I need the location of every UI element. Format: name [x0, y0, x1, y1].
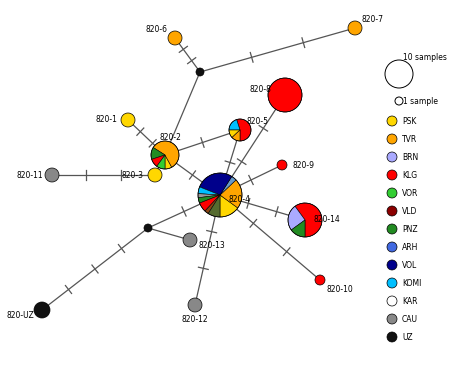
Circle shape	[34, 302, 50, 318]
Circle shape	[387, 296, 397, 306]
Wedge shape	[229, 130, 240, 138]
Wedge shape	[157, 155, 165, 169]
Wedge shape	[268, 78, 302, 112]
Text: VOL: VOL	[402, 261, 417, 269]
Text: 820-12: 820-12	[182, 315, 208, 323]
Wedge shape	[151, 148, 165, 159]
Text: 10 samples: 10 samples	[403, 53, 447, 61]
Text: UZ: UZ	[402, 333, 413, 342]
Circle shape	[387, 242, 397, 252]
Wedge shape	[220, 180, 242, 208]
Wedge shape	[220, 195, 238, 217]
Text: TVR: TVR	[402, 134, 417, 144]
Circle shape	[45, 168, 59, 182]
Circle shape	[387, 116, 397, 126]
Wedge shape	[200, 173, 232, 195]
Text: 820-7: 820-7	[362, 15, 384, 25]
Wedge shape	[205, 195, 220, 213]
Wedge shape	[295, 203, 322, 237]
Circle shape	[315, 275, 325, 285]
Wedge shape	[220, 176, 236, 195]
Circle shape	[168, 31, 182, 45]
Text: KOMI: KOMI	[402, 279, 421, 287]
Circle shape	[277, 160, 287, 170]
Text: 820-4: 820-4	[229, 195, 251, 205]
Text: 820-2: 820-2	[159, 132, 181, 142]
Wedge shape	[198, 195, 220, 203]
Text: PNZ: PNZ	[402, 224, 418, 234]
Text: CAU: CAU	[402, 315, 418, 323]
Circle shape	[387, 170, 397, 180]
Text: VOR: VOR	[402, 188, 419, 198]
Text: PSK: PSK	[402, 117, 416, 125]
Wedge shape	[288, 206, 305, 230]
Circle shape	[387, 314, 397, 324]
Wedge shape	[200, 195, 220, 211]
Wedge shape	[198, 187, 220, 195]
Circle shape	[148, 168, 162, 182]
Wedge shape	[237, 119, 251, 141]
Circle shape	[387, 134, 397, 144]
Circle shape	[348, 21, 362, 35]
Circle shape	[387, 188, 397, 198]
Text: ARH: ARH	[402, 243, 419, 251]
Circle shape	[387, 260, 397, 270]
Text: 820-UZ: 820-UZ	[6, 311, 34, 319]
Wedge shape	[198, 194, 220, 198]
Text: BRN: BRN	[402, 152, 418, 162]
Wedge shape	[208, 195, 220, 217]
Text: 820-13: 820-13	[199, 241, 225, 250]
Circle shape	[188, 298, 202, 312]
Text: KLG: KLG	[402, 170, 417, 180]
Circle shape	[387, 152, 397, 162]
Wedge shape	[152, 155, 165, 166]
Circle shape	[387, 224, 397, 234]
Circle shape	[196, 68, 204, 76]
Text: 820-3: 820-3	[122, 170, 144, 180]
Circle shape	[183, 233, 197, 247]
Text: 820-11: 820-11	[17, 170, 43, 180]
Circle shape	[121, 113, 135, 127]
Text: KAR: KAR	[402, 297, 418, 305]
Circle shape	[387, 206, 397, 216]
Text: 820-5: 820-5	[247, 117, 269, 127]
Wedge shape	[291, 220, 305, 237]
Text: 820-10: 820-10	[327, 286, 354, 294]
Text: VLD: VLD	[402, 206, 418, 216]
Text: 1 sample: 1 sample	[403, 96, 438, 106]
Text: 820-6: 820-6	[146, 25, 168, 35]
Circle shape	[144, 224, 152, 232]
Wedge shape	[153, 141, 179, 167]
Circle shape	[387, 332, 397, 342]
Text: 820-9: 820-9	[293, 160, 315, 170]
Wedge shape	[165, 155, 172, 169]
Text: 820-14: 820-14	[314, 216, 340, 224]
Text: 820-8: 820-8	[249, 85, 271, 95]
Circle shape	[387, 278, 397, 288]
Wedge shape	[232, 130, 240, 141]
Wedge shape	[229, 120, 240, 130]
Text: 820-1: 820-1	[95, 116, 117, 124]
